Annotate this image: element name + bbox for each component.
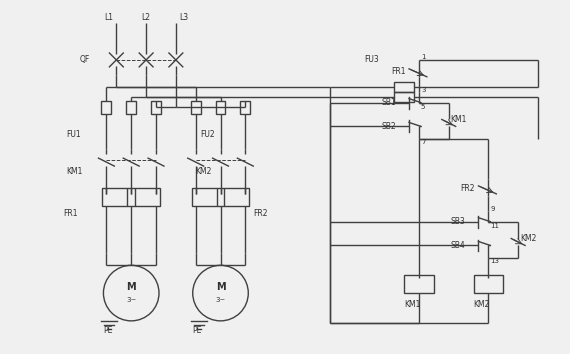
Text: FR1: FR1 (64, 209, 78, 218)
Text: FR2: FR2 (253, 209, 268, 218)
Text: 9: 9 (490, 206, 495, 212)
Text: SB2: SB2 (381, 122, 396, 131)
Text: 7: 7 (421, 139, 425, 145)
Text: 3~: 3~ (215, 297, 226, 303)
Bar (191, 101, 201, 114)
Bar (215, 101, 226, 114)
Bar (404, 275, 434, 293)
Text: PE: PE (103, 326, 113, 335)
Text: PE: PE (193, 326, 202, 335)
Text: SB4: SB4 (451, 241, 466, 250)
Text: 5: 5 (421, 104, 425, 109)
Text: FU2: FU2 (201, 130, 215, 139)
Text: SB3: SB3 (451, 217, 466, 226)
Text: KM1: KM1 (451, 115, 467, 124)
Text: KM2: KM2 (520, 234, 536, 243)
Bar (394, 92, 414, 102)
Text: L3: L3 (179, 13, 188, 22)
Text: QF: QF (80, 56, 90, 64)
Text: 11: 11 (490, 223, 499, 229)
Text: KM2: KM2 (474, 301, 490, 309)
Text: SB1: SB1 (381, 98, 396, 107)
Text: KM1: KM1 (67, 166, 83, 176)
Bar (151, 101, 161, 114)
Bar (192, 188, 249, 206)
Text: L1: L1 (104, 13, 113, 22)
Text: M: M (215, 282, 225, 292)
Text: L2: L2 (141, 13, 150, 22)
Text: M: M (127, 282, 136, 292)
Text: FR2: FR2 (461, 184, 475, 193)
Text: 3: 3 (421, 87, 425, 93)
Bar (241, 101, 250, 114)
Text: KM1: KM1 (404, 301, 421, 309)
Bar (474, 275, 503, 293)
Text: KM2: KM2 (196, 166, 212, 176)
Text: FR1: FR1 (391, 67, 406, 76)
Text: 1: 1 (421, 54, 425, 60)
Bar (103, 188, 160, 206)
Text: FU1: FU1 (67, 130, 82, 139)
Bar (394, 82, 414, 92)
Text: 3~: 3~ (126, 297, 136, 303)
Text: FU3: FU3 (364, 56, 379, 64)
Bar (127, 101, 136, 114)
Text: 13: 13 (490, 258, 499, 264)
Bar (101, 101, 111, 114)
